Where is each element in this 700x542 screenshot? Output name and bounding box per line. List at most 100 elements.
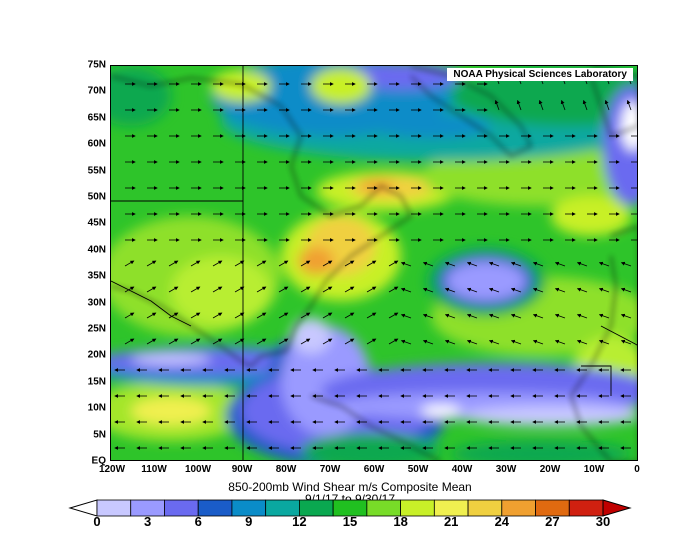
wind-vector-arrow — [582, 99, 588, 111]
wind-vector-arrow — [168, 338, 179, 345]
wind-vector-arrow — [146, 312, 157, 319]
wind-vector-arrow — [400, 261, 412, 267]
lat-label: 40N — [87, 244, 106, 256]
wind-vector-arrow — [388, 338, 399, 345]
lat-label: 10N — [87, 402, 106, 414]
shear-map: NOAA Physical Sciences Laboratory — [110, 65, 638, 461]
wind-vector-arrow — [576, 287, 588, 293]
wind-vector-arrow — [256, 286, 267, 293]
wind-vector-arrow — [620, 339, 632, 345]
wind-vector-arrow — [422, 261, 434, 267]
lat-axis: 75N 70N 65N 60N 55N 50N 45N 40N 35N 30N … — [60, 0, 106, 542]
lon-label: 90W — [231, 464, 253, 475]
lon-label: 60W — [363, 464, 385, 475]
colorbar-tick-label: 24 — [494, 514, 510, 529]
wind-vector-arrow — [510, 261, 522, 267]
wind-vector-arrow — [278, 312, 289, 319]
lon-label: 110W — [141, 464, 167, 475]
lon-label: 50W — [407, 464, 429, 475]
colorbar-tick-label: 27 — [545, 514, 560, 529]
wind-vector-arrow — [510, 313, 522, 319]
wind-vector-arrow — [466, 339, 478, 345]
wind-vector-arrow — [168, 260, 179, 267]
wind-vector-arrow — [322, 286, 333, 293]
wind-vector-arrow — [212, 338, 223, 345]
wind-vector-arrow — [190, 286, 201, 293]
lat-label: 30N — [87, 297, 106, 309]
colorbar-tick-label: 12 — [292, 514, 307, 529]
wind-vector-arrow — [560, 99, 566, 111]
wind-vector-arrow — [322, 260, 333, 267]
wind-vector-arrow — [488, 261, 500, 267]
wind-vector-arrow — [212, 312, 223, 319]
wind-vector-arrow — [554, 261, 566, 267]
wind-vector-arrow — [190, 260, 201, 267]
wind-vector-arrow — [554, 313, 566, 319]
wind-vector-arrow — [510, 339, 522, 345]
lat-label: 25N — [87, 323, 106, 335]
colorbar-tick-label: 15 — [342, 514, 358, 529]
wind-vector-arrow — [532, 339, 544, 345]
wind-vector-arrow — [256, 338, 267, 345]
wind-vector-arrow — [146, 286, 157, 293]
wind-vector-arrow — [444, 313, 456, 319]
wind-vector-arrow — [554, 287, 566, 293]
lat-label: 65N — [87, 112, 106, 124]
wind-vector-arrow — [400, 313, 412, 319]
lat-label: 45N — [87, 217, 106, 229]
wind-vector-arrow — [344, 286, 355, 293]
colorbar-tick-label: 3 — [143, 514, 152, 529]
wind-vector-arrow — [444, 339, 456, 345]
wind-vector-arrow — [554, 339, 566, 345]
wind-vector-arrow — [300, 312, 311, 319]
colorbar-tick-label: 6 — [194, 514, 202, 529]
wind-vector-arrow — [388, 260, 399, 267]
wind-vector-arrow — [300, 260, 311, 267]
lat-label: 70N — [87, 85, 106, 97]
wind-vector-arrow — [366, 338, 377, 345]
lon-label: 80W — [275, 464, 297, 475]
lat-label: 35N — [87, 270, 106, 282]
colorbar-tick-label: 9 — [245, 514, 253, 529]
wind-vector-arrow — [366, 312, 377, 319]
lat-label: EQ — [91, 455, 106, 467]
wind-vector-arrow — [388, 286, 399, 293]
wind-vector-arrow — [598, 261, 610, 267]
wind-vector-arrow — [278, 338, 289, 345]
wind-vector-arrow — [322, 312, 333, 319]
shear-field — [111, 66, 637, 460]
wind-vector-arrow — [234, 260, 245, 267]
wind-vector-arrow — [366, 260, 377, 267]
lon-label: 0 — [634, 464, 640, 475]
wind-vector-arrow — [444, 261, 456, 267]
lat-label: 5N — [93, 429, 106, 441]
lat-label: 75N — [87, 59, 106, 71]
wind-vector-arrow — [124, 286, 135, 293]
lon-label: 10W — [583, 464, 605, 475]
wind-vector-arrow — [598, 313, 610, 319]
wind-vector-arrow — [278, 286, 289, 293]
wind-vector-arrow — [234, 338, 245, 345]
wind-vector-arrow — [466, 287, 478, 293]
wind-vector-arrow — [510, 287, 522, 293]
wind-vector-arrow — [620, 287, 632, 293]
colorbar-cell — [164, 499, 199, 517]
wind-vector-arrow — [422, 287, 434, 293]
wind-vector-arrow — [212, 286, 223, 293]
wind-vector-arrow — [576, 339, 588, 345]
lon-label: 100W — [184, 464, 212, 475]
colorbar-tick-label: 30 — [595, 514, 611, 529]
lat-label: 60N — [87, 138, 106, 150]
wind-vector-arrow — [400, 339, 412, 345]
wind-vector-arrow — [234, 312, 245, 319]
wind-vector-arrow — [488, 339, 500, 345]
wind-vector-arrow — [444, 287, 456, 293]
lat-label: 50N — [87, 191, 106, 203]
wind-vector-arrow — [388, 312, 399, 319]
wind-vector-arrow — [494, 99, 500, 111]
lat-label: 55N — [87, 165, 106, 177]
credit-label: NOAA Physical Sciences Laboratory — [447, 68, 633, 81]
colorbar-tick-label: 18 — [393, 514, 408, 529]
wind-vector-arrow — [124, 260, 135, 267]
